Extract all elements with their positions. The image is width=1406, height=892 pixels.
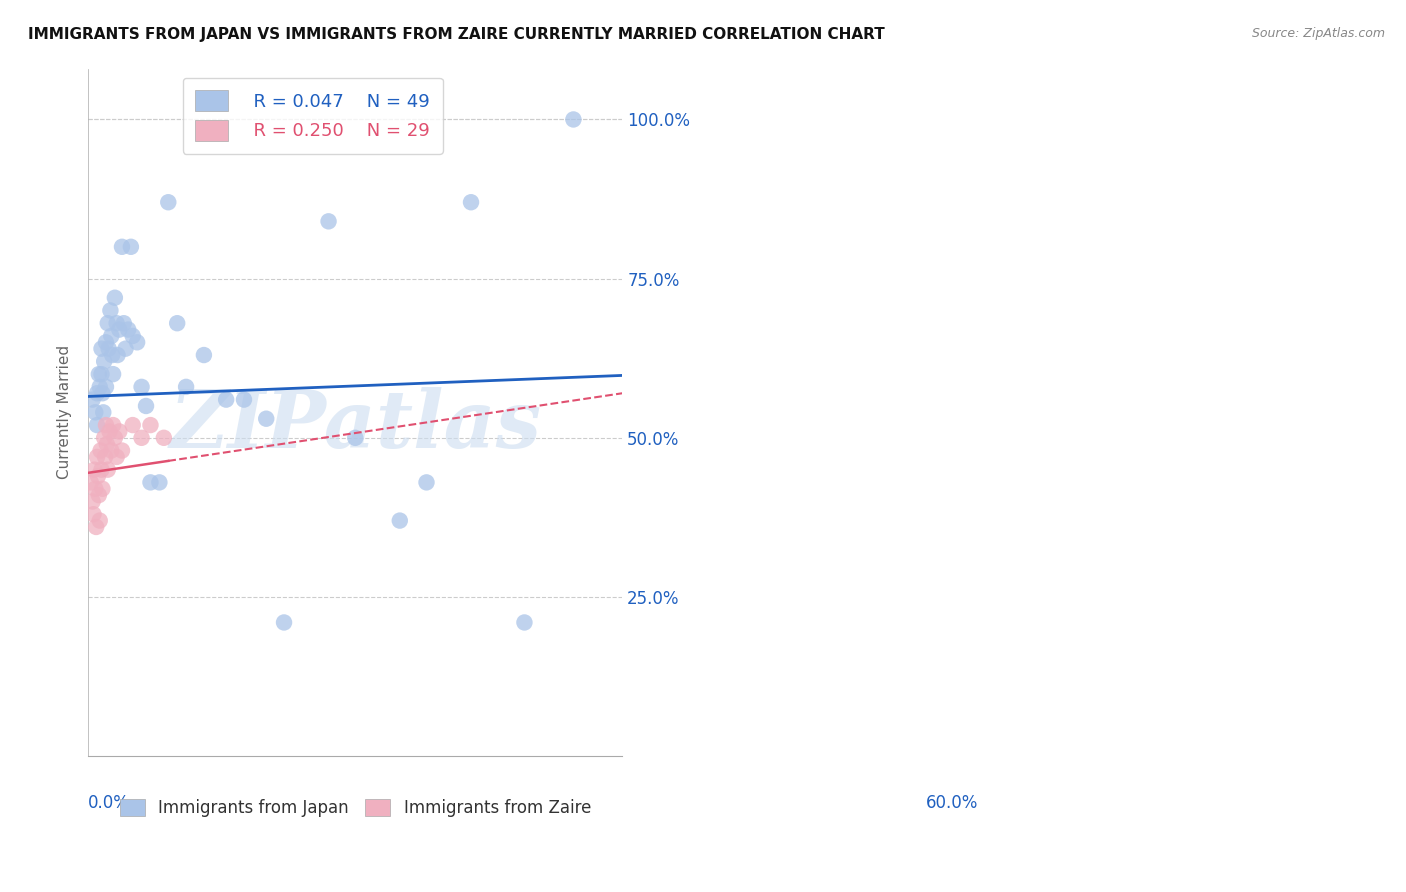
Point	[131, 380, 153, 394]
Point	[273, 615, 295, 630]
Point	[94, 418, 117, 433]
Text: Source: ZipAtlas.com: Source: ZipAtlas.com	[1251, 27, 1385, 40]
Point	[100, 329, 122, 343]
Point	[104, 431, 127, 445]
Point	[90, 463, 112, 477]
Point	[91, 386, 114, 401]
Point	[120, 240, 142, 254]
Point	[111, 240, 134, 254]
Point	[121, 329, 143, 343]
Point	[166, 316, 188, 330]
Point	[105, 450, 128, 464]
Text: ZIPatlas: ZIPatlas	[169, 387, 541, 465]
Point	[97, 463, 120, 477]
Point	[254, 411, 277, 425]
Point	[318, 214, 340, 228]
Point	[108, 322, 131, 336]
Point	[157, 195, 180, 210]
Point	[174, 380, 197, 394]
Point	[93, 354, 115, 368]
Point	[107, 348, 129, 362]
Legend: Immigrants from Japan, Immigrants from Zaire: Immigrants from Japan, Immigrants from Z…	[112, 792, 598, 823]
Point	[513, 615, 536, 630]
Point	[86, 386, 108, 401]
Point	[86, 450, 108, 464]
Point	[90, 342, 112, 356]
Point	[96, 437, 118, 451]
Point	[148, 475, 170, 490]
Point	[101, 418, 124, 433]
Point	[89, 514, 111, 528]
Point	[460, 195, 482, 210]
Point	[89, 380, 111, 394]
Point	[97, 316, 120, 330]
Point	[84, 520, 107, 534]
Point	[111, 443, 134, 458]
Point	[233, 392, 256, 407]
Point	[87, 469, 110, 483]
Text: 0.0%: 0.0%	[89, 794, 129, 812]
Point	[117, 322, 139, 336]
Text: IMMIGRANTS FROM JAPAN VS IMMIGRANTS FROM ZAIRE CURRENTLY MARRIED CORRELATION CHA: IMMIGRANTS FROM JAPAN VS IMMIGRANTS FROM…	[28, 27, 884, 42]
Point	[87, 488, 110, 502]
Point	[215, 392, 238, 407]
Point	[112, 316, 135, 330]
Point	[114, 342, 136, 356]
Point	[104, 291, 127, 305]
Point	[90, 443, 112, 458]
Text: 60.0%: 60.0%	[927, 794, 979, 812]
Point	[153, 431, 176, 445]
Point	[94, 380, 117, 394]
Point	[388, 514, 411, 528]
Point	[93, 431, 115, 445]
Point	[139, 475, 162, 490]
Point	[127, 335, 149, 350]
Point	[131, 431, 153, 445]
Point	[94, 450, 117, 464]
Point	[135, 399, 157, 413]
Point	[100, 443, 122, 458]
Point	[344, 431, 367, 445]
Point	[87, 367, 110, 381]
Point	[193, 348, 215, 362]
Point	[82, 494, 104, 508]
Point	[80, 475, 103, 490]
Point	[415, 475, 437, 490]
Point	[84, 405, 107, 419]
Point	[94, 335, 117, 350]
Point	[98, 425, 121, 439]
Point	[101, 348, 124, 362]
Point	[86, 418, 108, 433]
Point	[82, 507, 104, 521]
Point	[108, 425, 131, 439]
Point	[101, 367, 124, 381]
Point	[100, 303, 122, 318]
Point	[97, 342, 120, 356]
Point	[82, 392, 104, 407]
Point	[139, 418, 162, 433]
Point	[105, 316, 128, 330]
Point	[83, 463, 105, 477]
Point	[90, 367, 112, 381]
Point	[91, 482, 114, 496]
Y-axis label: Currently Married: Currently Married	[58, 345, 72, 479]
Point	[121, 418, 143, 433]
Point	[91, 405, 114, 419]
Point	[84, 482, 107, 496]
Point	[562, 112, 585, 127]
